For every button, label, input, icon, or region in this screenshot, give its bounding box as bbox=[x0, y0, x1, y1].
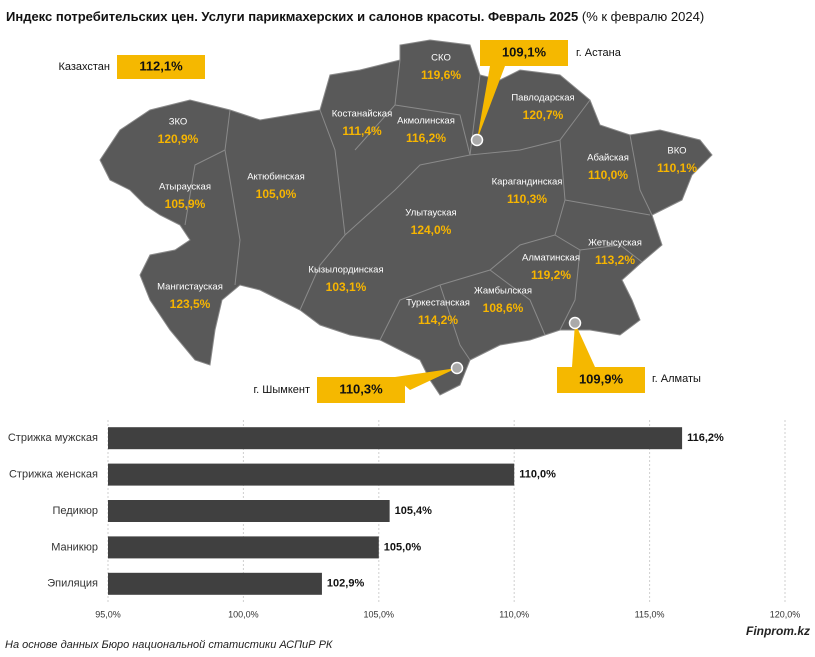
region-name: ЗКО bbox=[169, 117, 188, 128]
bar bbox=[108, 536, 379, 559]
city-value: 110,3% bbox=[339, 381, 383, 396]
region-value: 110,3% bbox=[507, 192, 547, 206]
y-tick-label: Стрижка мужская bbox=[8, 432, 98, 444]
region-value: 119,2% bbox=[531, 268, 571, 282]
region-name: СКО bbox=[431, 53, 451, 64]
value-label: 105,0% bbox=[384, 541, 422, 553]
country-name: Казахстан bbox=[58, 61, 110, 73]
region-borders bbox=[184, 59, 653, 361]
region-value: 120,7% bbox=[523, 108, 564, 122]
region-value: 108,6% bbox=[483, 301, 524, 315]
region-name: Костанайская bbox=[332, 109, 392, 120]
city-pointer bbox=[572, 323, 595, 367]
value-label: 105,4% bbox=[395, 505, 433, 517]
city-value: 109,9% bbox=[579, 371, 624, 386]
y-tick-label: Педикюр bbox=[52, 505, 98, 517]
x-tick-label: 100,0% bbox=[228, 609, 259, 619]
bar bbox=[108, 500, 390, 522]
country-value: 112,1% bbox=[139, 58, 183, 73]
city-value: 109,1% bbox=[502, 44, 547, 59]
region-name: Карагандинская bbox=[492, 177, 563, 188]
y-tick-label: Стрижка женская bbox=[9, 469, 98, 481]
region-value: 105,9% bbox=[165, 197, 206, 211]
x-tick-label: 120,0% bbox=[770, 609, 801, 619]
region-value: 116,2% bbox=[406, 131, 446, 145]
title-main: Индекс потребительских цен. Услуги парик… bbox=[6, 9, 579, 24]
region-name: Атырауская bbox=[159, 182, 211, 193]
region-name: Жетысуская bbox=[588, 238, 642, 249]
subtitle: (% к февралю 2024) bbox=[581, 9, 705, 24]
region-value: 110,0% bbox=[588, 168, 628, 182]
y-tick-label: Маникюр bbox=[51, 541, 98, 553]
region-name: Жамбылская bbox=[474, 286, 532, 297]
city-box bbox=[557, 367, 645, 393]
city-marker bbox=[470, 133, 484, 147]
region-value: 110,1% bbox=[657, 161, 697, 175]
y-tick-label: Эпиляция bbox=[47, 578, 98, 590]
region-value: 105,0% bbox=[256, 187, 297, 201]
region-name: Мангистауская bbox=[157, 282, 223, 293]
x-tick-label: 95,0% bbox=[95, 609, 121, 619]
value-label: 110,0% bbox=[519, 469, 556, 481]
region-value: 124,0% bbox=[411, 223, 452, 237]
city-pointer bbox=[395, 368, 457, 390]
city-name: г. Астана bbox=[576, 47, 622, 59]
region-name: Алматинская bbox=[522, 253, 580, 264]
region-value: 120,9% bbox=[158, 132, 199, 146]
country-shape bbox=[99, 39, 713, 396]
city-pointer bbox=[477, 66, 505, 140]
title: Индекс потребительских цен. Услуги парик… bbox=[6, 9, 704, 24]
region-name: Туркестанская bbox=[406, 298, 470, 309]
region-name: Актюбинская bbox=[247, 172, 305, 183]
city-marker bbox=[568, 316, 582, 330]
bar bbox=[108, 427, 683, 450]
region-name: Абайская bbox=[587, 153, 629, 164]
bar bbox=[108, 463, 515, 486]
region-name: Кызылординская bbox=[308, 265, 383, 276]
region-name: Павлодарская bbox=[511, 93, 574, 104]
brand: Finprom.kz bbox=[746, 624, 810, 638]
value-label: 116,2% bbox=[687, 432, 724, 444]
region-value: 111,4% bbox=[342, 124, 382, 138]
region-value: 123,5% bbox=[170, 297, 211, 311]
city-name: г. Алматы bbox=[652, 373, 701, 385]
region-value: 114,2% bbox=[418, 313, 458, 327]
value-label: 102,9% bbox=[327, 578, 365, 590]
region-value: 113,2% bbox=[595, 253, 635, 267]
region-value: 103,1% bbox=[326, 280, 367, 294]
city-box bbox=[480, 40, 568, 66]
city-marker bbox=[450, 361, 464, 375]
city-name: г. Шымкент bbox=[254, 384, 311, 396]
bar bbox=[108, 572, 322, 595]
x-tick-label: 115,0% bbox=[635, 609, 665, 619]
region-value: 119,6% bbox=[421, 68, 461, 82]
x-tick-label: 105,0% bbox=[364, 609, 395, 619]
region-name: Улытауская bbox=[405, 208, 456, 219]
x-tick-label: 110,0% bbox=[499, 609, 529, 619]
region-name: Акмолинская bbox=[397, 116, 455, 127]
source-note: На основе данных Бюро национальной стати… bbox=[5, 639, 333, 651]
city-box bbox=[317, 377, 405, 403]
country-box bbox=[117, 55, 205, 79]
region-name: ВКО bbox=[667, 146, 686, 157]
